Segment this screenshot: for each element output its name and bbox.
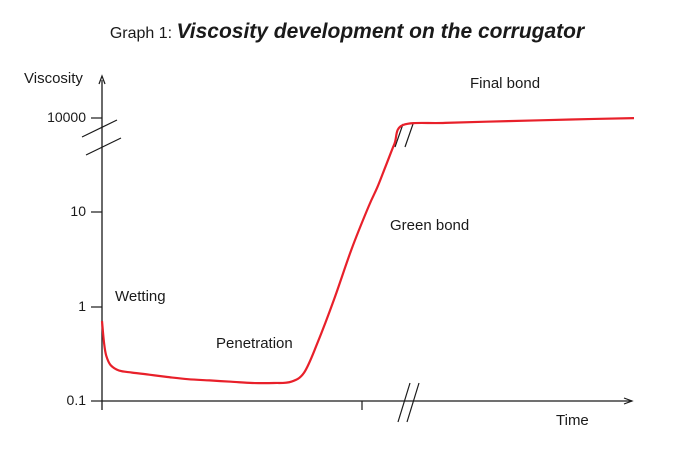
y-axis-arrow bbox=[98, 74, 106, 85]
annotation-penetration: Penetration bbox=[216, 335, 293, 352]
chart-title: Graph 1: Viscosity development on the co… bbox=[0, 20, 694, 44]
x-axis-break bbox=[397, 382, 420, 423]
chart-title-text: Viscosity development on the corrugator bbox=[176, 20, 585, 43]
y-tick-0.1: 0.1 bbox=[67, 392, 102, 408]
chart-title-prefix: Graph 1: bbox=[109, 25, 173, 42]
annotation-final-bond: Final bond bbox=[470, 75, 540, 92]
y-axis-label: Viscosity bbox=[24, 70, 83, 87]
y-tick-label: 10 bbox=[70, 203, 86, 219]
y-tick-label: 1 bbox=[78, 298, 86, 314]
annotation-wetting: Wetting bbox=[115, 288, 166, 305]
series-layer bbox=[100, 117, 635, 385]
annotation-green-bond: Green bond bbox=[390, 217, 469, 234]
series-line-1 bbox=[100, 117, 635, 385]
x-axis-label: Time bbox=[556, 412, 589, 429]
y-tick-10: 10 bbox=[70, 203, 102, 219]
y-tick-label: 0.1 bbox=[67, 392, 87, 408]
y-tick-label: 10000 bbox=[47, 109, 86, 125]
y-tick-10000: 10000 bbox=[47, 109, 102, 125]
curve-break bbox=[394, 123, 414, 148]
y-axis-break bbox=[81, 119, 122, 156]
y-tick-1: 1 bbox=[78, 298, 102, 314]
x-axis-arrow bbox=[623, 397, 634, 405]
